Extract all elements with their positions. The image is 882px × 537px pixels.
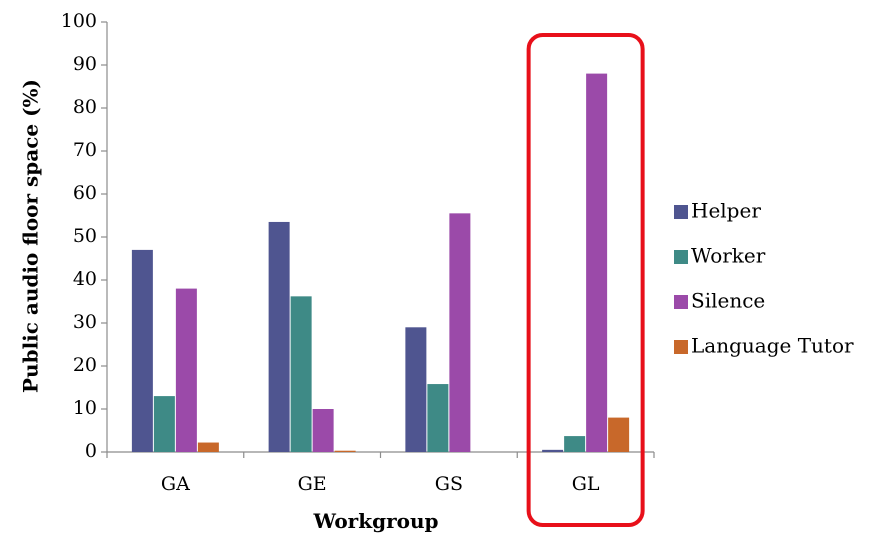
y-tick-label: 50	[73, 225, 97, 247]
bar-helper-gl	[542, 449, 564, 452]
bar-helper-ge	[268, 221, 290, 452]
x-tick-label: GS	[435, 473, 463, 495]
x-tick-label: GA	[161, 473, 190, 495]
y-tick-label: 30	[73, 311, 97, 333]
y-tick-label: 100	[61, 10, 97, 32]
highlight-box-gl	[526, 33, 645, 527]
bar-language-tutor-ge	[334, 450, 356, 452]
bar-worker-ga	[153, 396, 175, 452]
legend-swatch-worker	[674, 250, 688, 264]
bar-language-tutor-ga	[197, 442, 219, 452]
bar-silence-gs	[449, 213, 471, 452]
bar-helper-gs	[405, 327, 427, 452]
bar-silence-gl	[586, 73, 608, 452]
legend-label-helper: Helper	[691, 199, 761, 223]
bar-worker-gl	[564, 436, 586, 452]
legend-swatch-silence	[674, 295, 688, 309]
y-tick-label: 70	[73, 139, 97, 161]
y-tick-label: 80	[73, 96, 97, 118]
bar-helper-ga	[131, 249, 153, 452]
bar-worker-ge	[290, 296, 312, 452]
x-tick-label: GE	[298, 473, 327, 495]
x-axis-title: Workgroup	[313, 509, 439, 533]
legend-label-worker: Worker	[691, 244, 766, 268]
y-tick-label: 90	[73, 53, 97, 75]
legend-swatch-helper	[674, 205, 688, 219]
legend-label-language-tutor: Language Tutor	[691, 334, 854, 358]
bar-silence-ga	[175, 288, 197, 452]
bar-silence-ge	[312, 409, 334, 452]
y-tick-label: 40	[73, 268, 97, 290]
y-axis-title: Public audio floor space (%)	[19, 79, 43, 393]
y-tick-label: 0	[85, 440, 97, 462]
y-tick-label: 60	[73, 182, 97, 204]
bar-worker-gs	[427, 384, 449, 452]
legend-swatch-language-tutor	[674, 340, 688, 354]
x-tick-label: GL	[572, 473, 600, 495]
y-tick-label: 10	[73, 397, 97, 419]
bar-language-tutor-gl	[608, 417, 630, 452]
y-tick-label: 20	[73, 354, 97, 376]
legend-label-silence: Silence	[691, 289, 765, 313]
